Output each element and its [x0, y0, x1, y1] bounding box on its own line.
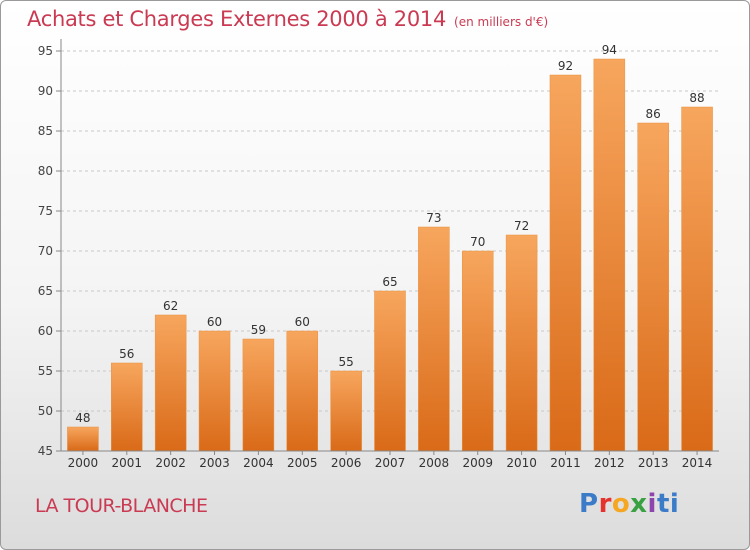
- proxiti-logo: Proxiti: [579, 489, 679, 519]
- logo-letter: ti: [656, 489, 680, 519]
- bar-2006: [330, 370, 362, 452]
- value-label-2014: 88: [689, 91, 704, 105]
- bar-2009: [461, 250, 494, 452]
- y-tick-label: 75: [38, 204, 53, 218]
- y-tick-label: 55: [38, 364, 53, 378]
- commune-name: LA TOUR-BLANCHE: [35, 495, 208, 517]
- y-tick-label: 80: [38, 164, 53, 178]
- bar-2013: [637, 122, 669, 452]
- value-label-2007: 65: [382, 275, 397, 289]
- title-text: Achats et Charges Externes 2000 à 2014: [27, 7, 447, 31]
- value-label-2003: 60: [207, 315, 222, 329]
- bar-2007: [374, 290, 406, 452]
- bar-2014: [681, 106, 713, 452]
- logo-letter: r: [598, 489, 612, 519]
- data-labels: 48 56 62 60 59 60 55 65 73 70 72 92 94 86 88: [75, 43, 704, 425]
- value-label-2008: 73: [426, 211, 441, 225]
- value-label-2004: 59: [251, 323, 266, 337]
- value-label-2006: 55: [338, 355, 353, 369]
- x-tick-label-2006: 2006: [331, 456, 362, 470]
- chart-title: Achats et Charges Externes 2000 à 2014 (e…: [27, 7, 548, 31]
- y-tick-label: 90: [38, 84, 53, 98]
- x-tick-label-2010: 2010: [506, 456, 537, 470]
- y-tick-label: 65: [38, 284, 53, 298]
- bar-2008: [418, 226, 450, 452]
- value-label-2012: 94: [602, 43, 617, 57]
- chart-subtitle: (en milliers d'€): [454, 15, 549, 29]
- bar-2001: [111, 362, 143, 452]
- logo-letter: o: [611, 489, 631, 519]
- x-tick-label-2009: 2009: [462, 456, 493, 470]
- x-tick-label-2013: 2013: [638, 456, 669, 470]
- value-label-2013: 86: [646, 107, 661, 121]
- x-tick-label-2007: 2007: [375, 456, 406, 470]
- value-label-2010: 72: [514, 219, 529, 233]
- x-tick-label-2012: 2012: [594, 456, 625, 470]
- value-label-2011: 92: [558, 59, 573, 73]
- bar-2011: [549, 74, 582, 452]
- value-label-2005: 60: [295, 315, 310, 329]
- x-tick-label-2011: 2011: [550, 456, 581, 470]
- value-label-2002: 62: [163, 299, 178, 313]
- y-tick-label: 85: [38, 124, 53, 138]
- bar-2005: [286, 330, 319, 452]
- y-tick-label: 95: [38, 44, 53, 58]
- y-tick-label: 60: [38, 324, 53, 338]
- logo-letter: P: [579, 489, 599, 519]
- x-tick-label-2000: 2000: [68, 456, 99, 470]
- axes: 45 50 55 60 65 70 75 80 85 90 95 2000 2001 2002 2003 20…: [38, 39, 719, 470]
- logo-letter: i: [647, 489, 657, 519]
- x-tick-label-2002: 2002: [155, 456, 186, 470]
- bar-2002: [154, 314, 187, 452]
- value-label-2009: 70: [470, 235, 485, 249]
- value-label-2000: 48: [75, 411, 90, 425]
- x-tick-label-2008: 2008: [419, 456, 450, 470]
- y-tick-label: 70: [38, 244, 53, 258]
- x-tick-label-2005: 2005: [287, 456, 318, 470]
- x-tick-label-2004: 2004: [243, 456, 274, 470]
- y-tick-label: 45: [38, 444, 53, 458]
- logo-letter: x: [630, 489, 648, 519]
- bar-2004: [242, 338, 275, 452]
- x-tick-label-2001: 2001: [112, 456, 143, 470]
- bar-2003: [198, 330, 231, 452]
- bar-2012: [593, 58, 626, 452]
- bar-2010: [505, 234, 538, 452]
- bar-2000: [67, 426, 99, 452]
- y-tick-label: 50: [38, 404, 53, 418]
- x-tick-label-2003: 2003: [199, 456, 230, 470]
- x-tick-label-2014: 2014: [682, 456, 713, 470]
- value-label-2001: 56: [119, 347, 134, 361]
- bars: [67, 58, 713, 452]
